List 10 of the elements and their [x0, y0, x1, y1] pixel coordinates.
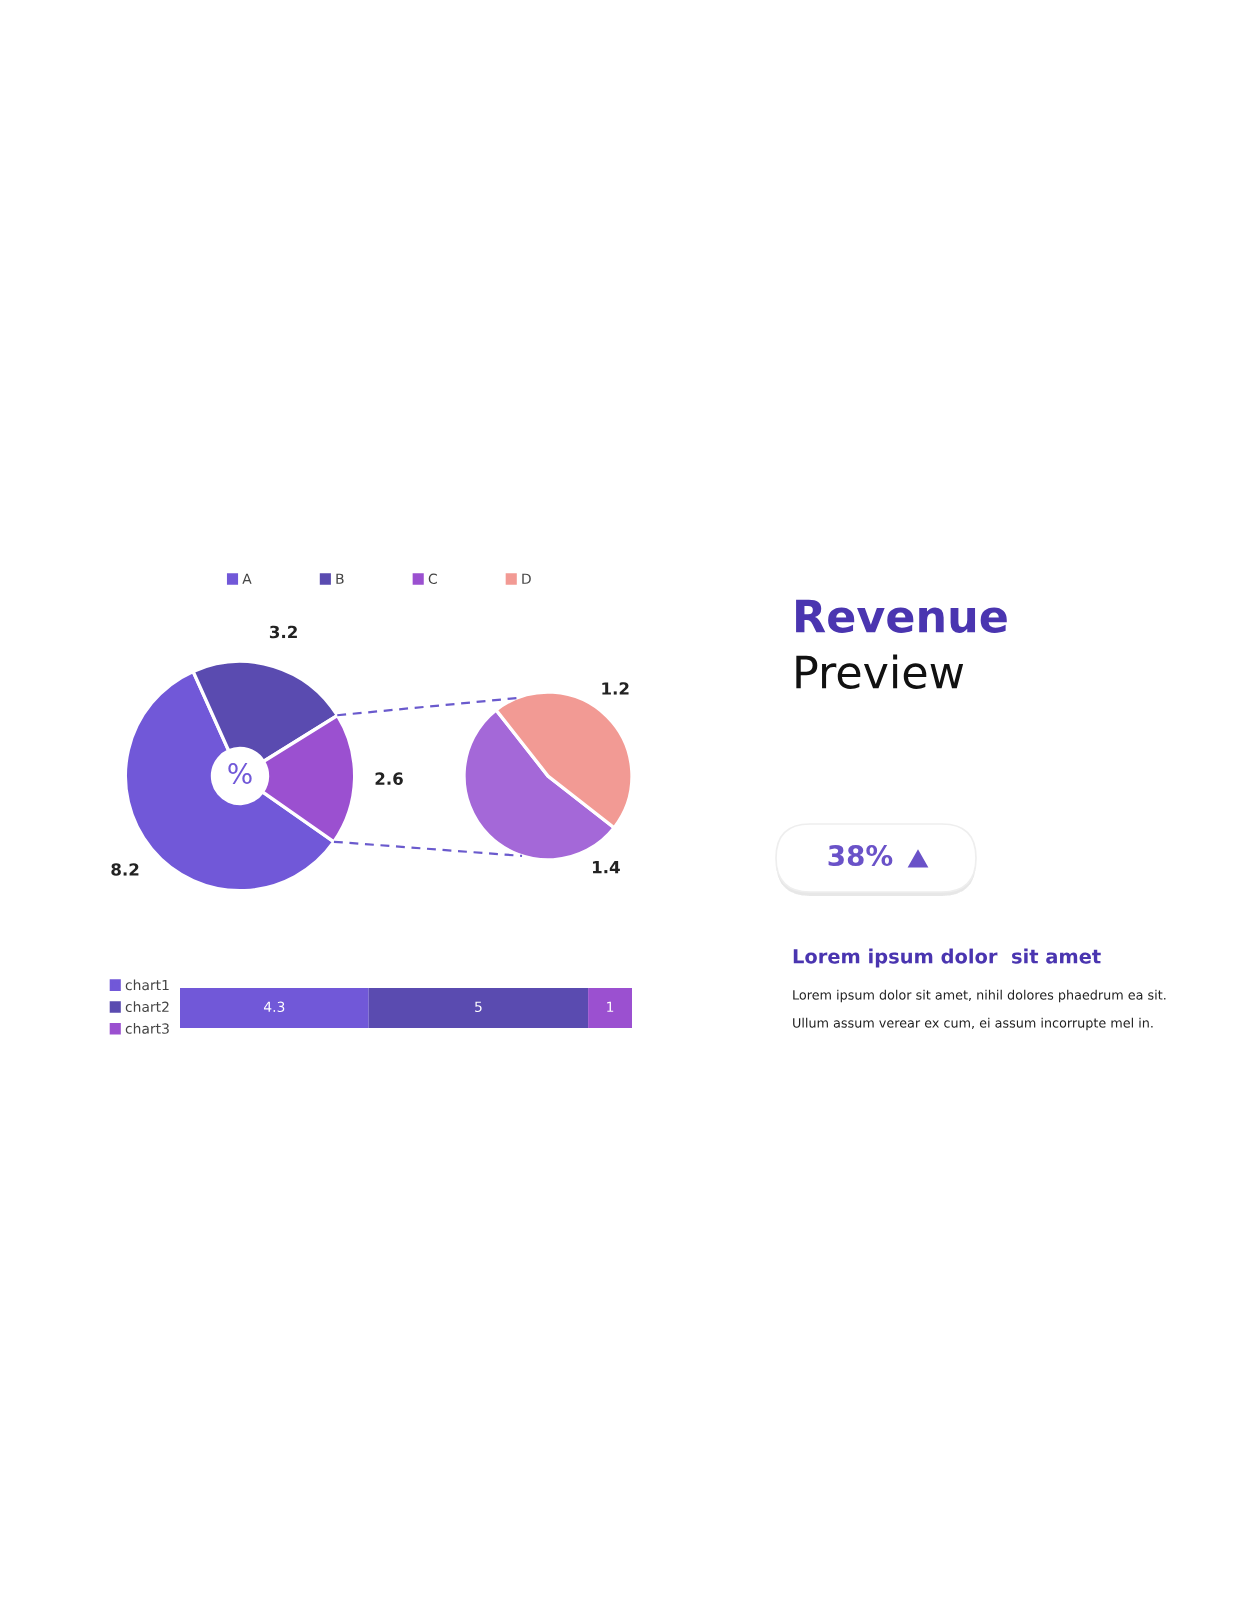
data-label: 2.6 [375, 772, 403, 785]
data-label: 1.2 [602, 682, 629, 695]
text: Lorem ipsum dolor sit amet [793, 948, 1101, 968]
text: % [228, 763, 252, 785]
text: Preview [796, 654, 964, 689]
data-label: 8.2 [111, 863, 139, 876]
data-label: 1.4 [592, 861, 620, 874]
data-label: 3.2 [269, 625, 297, 639]
text: 38% [828, 845, 893, 867]
text: Revenue [796, 599, 1007, 633]
